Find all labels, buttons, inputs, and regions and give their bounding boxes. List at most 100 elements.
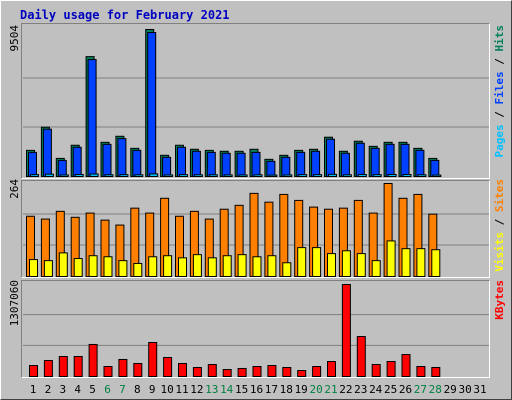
bar <box>252 366 262 377</box>
bar <box>104 174 114 178</box>
bar <box>221 152 231 177</box>
bar <box>164 174 174 177</box>
x-tick-label: 17 <box>265 383 278 396</box>
bar <box>192 254 202 277</box>
bar <box>118 260 128 278</box>
bar <box>237 367 247 378</box>
bar <box>312 366 322 377</box>
bar <box>431 366 441 378</box>
x-tick-label: 21 <box>324 383 337 396</box>
bar <box>74 173 84 178</box>
x-tick-label: 13 <box>205 383 218 396</box>
bar <box>341 250 351 277</box>
bar <box>133 362 143 378</box>
bar <box>311 150 321 178</box>
bar <box>30 174 39 177</box>
x-tick-label: 23 <box>354 383 367 396</box>
panel-highlight <box>21 180 490 278</box>
bar <box>342 174 352 178</box>
legend-separator: / <box>493 105 506 125</box>
bar <box>89 173 99 178</box>
bar <box>282 366 292 378</box>
bar <box>237 254 247 277</box>
bar <box>73 258 83 277</box>
bar <box>88 255 98 278</box>
legend: Pages / Files / Hits <box>493 25 506 158</box>
x-tick-label: 19 <box>295 383 308 396</box>
bar <box>192 366 202 378</box>
x-tick-label: 25 <box>384 383 397 396</box>
bar <box>268 174 278 178</box>
bar <box>179 174 188 177</box>
x-tick-label: 26 <box>399 383 412 396</box>
bar <box>29 259 38 278</box>
bar <box>251 151 261 178</box>
x-tick-label: 12 <box>190 383 203 396</box>
x-tick-label: 24 <box>369 383 383 396</box>
bar <box>415 149 425 177</box>
x-tick-label: 30 <box>458 383 471 396</box>
panel-highlight <box>21 280 490 378</box>
bar <box>313 174 323 177</box>
x-tick-label: 8 <box>134 383 141 396</box>
y-tick-label: 264 <box>8 179 21 199</box>
bar <box>298 174 308 177</box>
bar <box>371 364 381 377</box>
bar <box>386 240 396 277</box>
legend-entry: KBytes <box>493 280 506 320</box>
bar <box>328 173 337 177</box>
bar <box>57 159 67 177</box>
x-tick-label: 2 <box>45 383 52 396</box>
bar <box>222 369 232 377</box>
bar <box>87 59 97 177</box>
bar <box>341 284 351 377</box>
x-tick-label: 4 <box>74 383 81 396</box>
legend-entry: Visits <box>493 232 506 272</box>
x-tick-label: 28 <box>429 383 442 396</box>
x-tick-label: 5 <box>89 383 96 396</box>
bar <box>223 174 233 177</box>
panel-highlight <box>21 23 490 179</box>
bar <box>148 256 158 278</box>
x-tick-label: 10 <box>160 383 173 396</box>
bar <box>236 152 246 177</box>
bar <box>326 138 335 178</box>
bar <box>207 364 217 377</box>
legend-separator: / <box>493 212 506 232</box>
chart-title: Daily usage for February 2021 <box>20 8 230 22</box>
bar <box>59 174 69 177</box>
bar <box>238 174 248 177</box>
bar <box>42 128 52 177</box>
x-tick-label: 16 <box>250 383 263 396</box>
x-tick-label: 15 <box>235 383 248 396</box>
legend-entry: Pages <box>493 124 506 157</box>
bar <box>430 159 440 177</box>
bar <box>163 356 173 377</box>
x-tick-label: 9 <box>149 383 156 396</box>
bar <box>252 256 262 278</box>
bar <box>356 253 366 278</box>
bar <box>400 143 410 177</box>
x-tick-label: 29 <box>444 383 457 396</box>
bar <box>402 173 412 178</box>
bar <box>119 174 129 177</box>
bar <box>327 253 336 278</box>
x-tick-label: 20 <box>309 383 322 396</box>
bar <box>401 354 411 378</box>
bar <box>207 257 217 278</box>
bar <box>162 156 172 178</box>
legend-separator: / <box>493 52 506 72</box>
bar <box>432 174 442 178</box>
x-tick-label: 27 <box>414 383 427 396</box>
bar <box>401 248 411 278</box>
bar <box>72 146 82 177</box>
bar <box>371 260 381 278</box>
bar <box>178 257 187 278</box>
bar <box>266 160 276 178</box>
bar <box>163 255 173 278</box>
bar <box>103 256 113 278</box>
bar <box>281 156 291 178</box>
legend: KBytes <box>493 280 506 320</box>
bar <box>356 336 366 378</box>
x-tick-label: 7 <box>119 383 126 396</box>
